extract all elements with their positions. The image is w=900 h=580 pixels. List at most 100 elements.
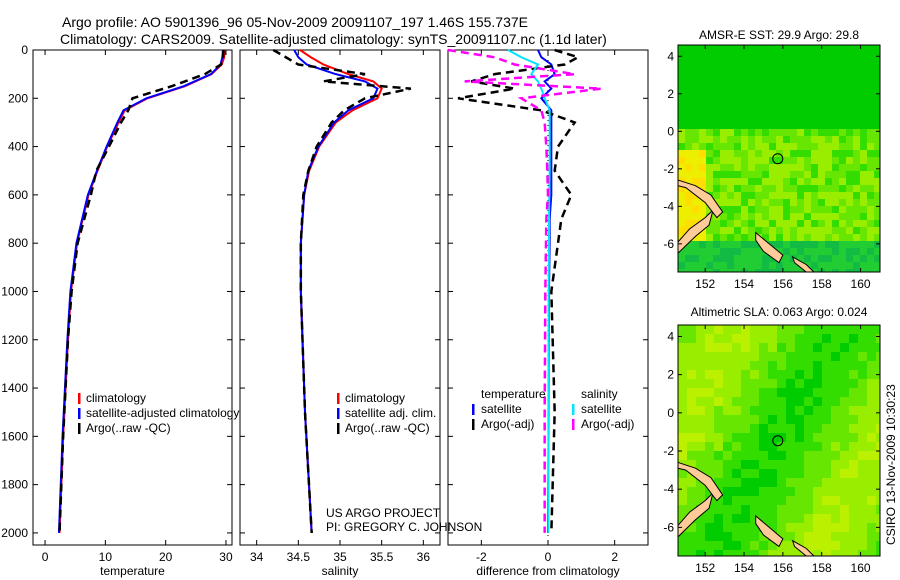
map-cell	[797, 73, 804, 80]
map-cell	[776, 52, 783, 59]
map-cell	[811, 192, 818, 199]
map-cell	[874, 220, 880, 227]
map-cell	[705, 343, 714, 352]
map-cell	[692, 59, 699, 66]
map-cell	[741, 80, 748, 87]
map-cell	[804, 178, 811, 185]
map-cell	[706, 45, 713, 52]
map-cell	[860, 234, 867, 241]
map-cell	[818, 248, 825, 255]
map-cell	[713, 255, 720, 262]
map-cell	[723, 523, 732, 532]
map-title: Altimetric SLA: 0.063 Argo: 0.024	[691, 305, 868, 319]
map-cell	[831, 469, 840, 478]
map-cell	[777, 442, 786, 451]
map-cell	[874, 178, 880, 185]
map-cell	[860, 206, 867, 213]
map-cell	[678, 478, 687, 487]
map-cell	[825, 150, 832, 157]
map-cell	[723, 343, 732, 352]
map-cell	[853, 178, 860, 185]
map-cell	[846, 185, 853, 192]
map-cell	[706, 171, 713, 178]
map-cell	[867, 52, 874, 59]
map-cell	[783, 143, 790, 150]
map-cell	[860, 269, 867, 272]
map-cell	[720, 171, 727, 178]
map-cell	[687, 424, 696, 433]
map-cell	[849, 334, 858, 343]
map-cell	[804, 115, 811, 122]
map-cell	[874, 227, 880, 234]
map-cell	[776, 80, 783, 87]
map-cell	[840, 469, 849, 478]
map-cell	[685, 241, 692, 248]
map-cell	[734, 220, 741, 227]
map-cell	[769, 164, 776, 171]
y-tick-label: 1400	[1, 381, 28, 395]
map-cell	[839, 213, 846, 220]
map-cell	[713, 45, 720, 52]
map-cell	[755, 192, 762, 199]
map-cell	[759, 478, 768, 487]
map-cell	[818, 59, 825, 66]
map-cell	[867, 469, 876, 478]
map-cell	[685, 94, 692, 101]
map-cell	[860, 164, 867, 171]
map-cell	[840, 523, 849, 532]
map-cell	[790, 59, 797, 66]
map-cell	[783, 255, 790, 262]
map-cell	[804, 122, 811, 129]
legend-swatch	[572, 419, 575, 430]
map-cell	[876, 325, 880, 334]
plot-frame	[32, 49, 233, 546]
map-cell	[876, 541, 880, 550]
map-cell	[699, 122, 706, 129]
map-cell	[720, 59, 727, 66]
map-frame	[677, 324, 881, 557]
map-cell	[706, 241, 713, 248]
map-cell	[797, 52, 804, 59]
map-cell	[853, 87, 860, 94]
legend-item: Argo(-adj)	[581, 417, 634, 431]
map-cell	[811, 234, 818, 241]
map-cell	[741, 262, 748, 269]
map-cell	[720, 73, 727, 80]
map-cell	[783, 45, 790, 52]
map-cell	[818, 192, 825, 199]
map-cell	[723, 532, 732, 541]
map-cell	[786, 424, 795, 433]
map-cell	[811, 87, 818, 94]
map-cell	[713, 171, 720, 178]
map-cell	[825, 73, 832, 80]
map-cell	[840, 334, 849, 343]
map-cell	[734, 129, 741, 136]
map-cell	[769, 80, 776, 87]
map-cell	[783, 199, 790, 206]
map-cell	[797, 136, 804, 143]
map-cell	[832, 59, 839, 66]
map-cell	[876, 433, 880, 442]
map-cell	[790, 101, 797, 108]
map-cell	[720, 150, 727, 157]
map-cell	[723, 478, 732, 487]
map-cell	[804, 199, 811, 206]
x-tick-label: 2	[611, 550, 618, 564]
map-cell	[783, 115, 790, 122]
map-cell	[706, 269, 713, 272]
map-cell	[867, 220, 874, 227]
map-cell	[804, 415, 813, 424]
map-cell	[741, 496, 750, 505]
map-cell	[759, 325, 768, 334]
map-cell	[687, 379, 696, 388]
map-cell	[678, 248, 685, 255]
map-cell	[813, 460, 822, 469]
map-cell	[797, 150, 804, 157]
map-cell	[696, 352, 705, 361]
map-cell	[685, 122, 692, 129]
map-cell	[846, 255, 853, 262]
map-cell	[732, 388, 741, 397]
map-cell	[741, 199, 748, 206]
y-tick-label: 0	[21, 43, 28, 57]
map-cell	[713, 143, 720, 150]
